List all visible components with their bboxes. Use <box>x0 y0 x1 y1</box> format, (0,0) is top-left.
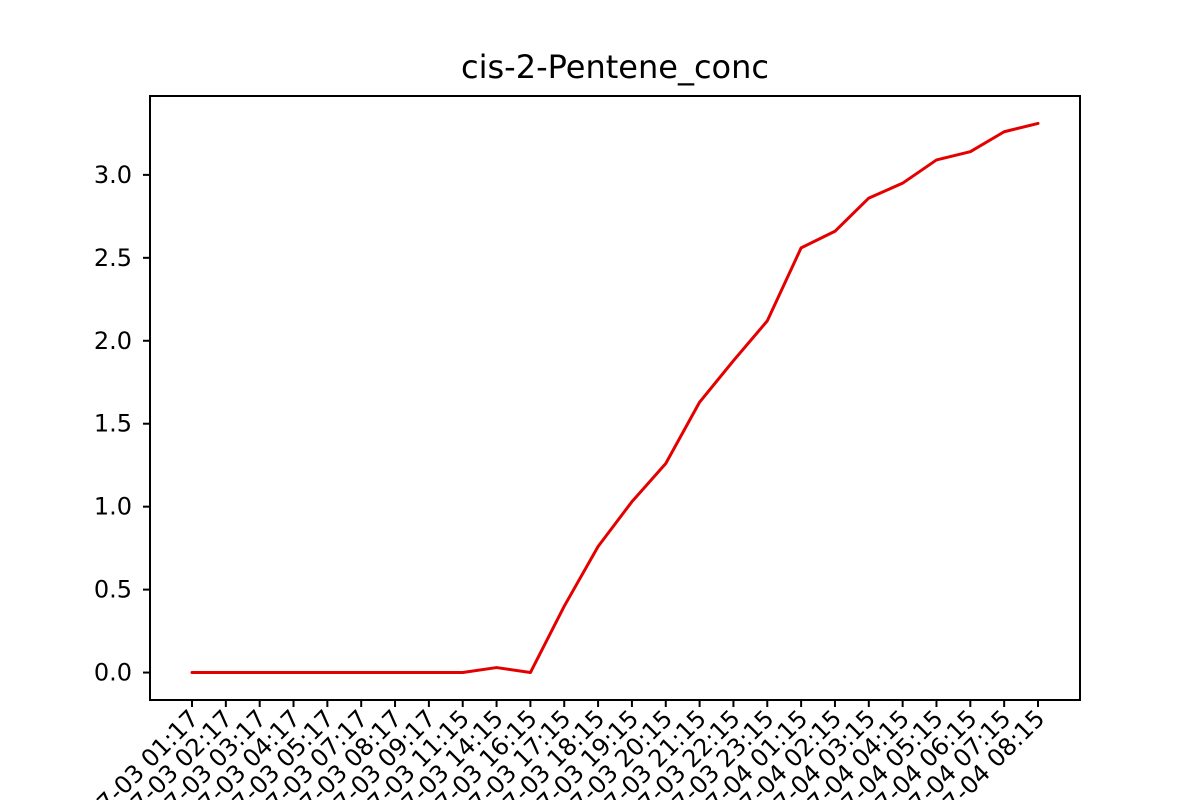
series-layer <box>190 121 1040 675</box>
chart-title: cis-2-Pentene_conc <box>461 48 769 86</box>
plot-frame <box>149 95 1081 701</box>
y-tick-label: 2.0 <box>94 327 132 355</box>
series-line <box>190 121 1040 675</box>
y-tick-label: 2.5 <box>94 244 132 272</box>
y-tick-label: 0.0 <box>94 659 132 687</box>
y-tick-label: 0.5 <box>94 576 132 604</box>
y-axis: 0.0 0.5 1.0 1.5 2.0 2.5 3.0 <box>94 161 150 687</box>
y-tick-label: 1.5 <box>94 410 132 438</box>
y-tick-label: 3.0 <box>94 161 132 189</box>
y-tick-label: 1.0 <box>94 493 132 521</box>
